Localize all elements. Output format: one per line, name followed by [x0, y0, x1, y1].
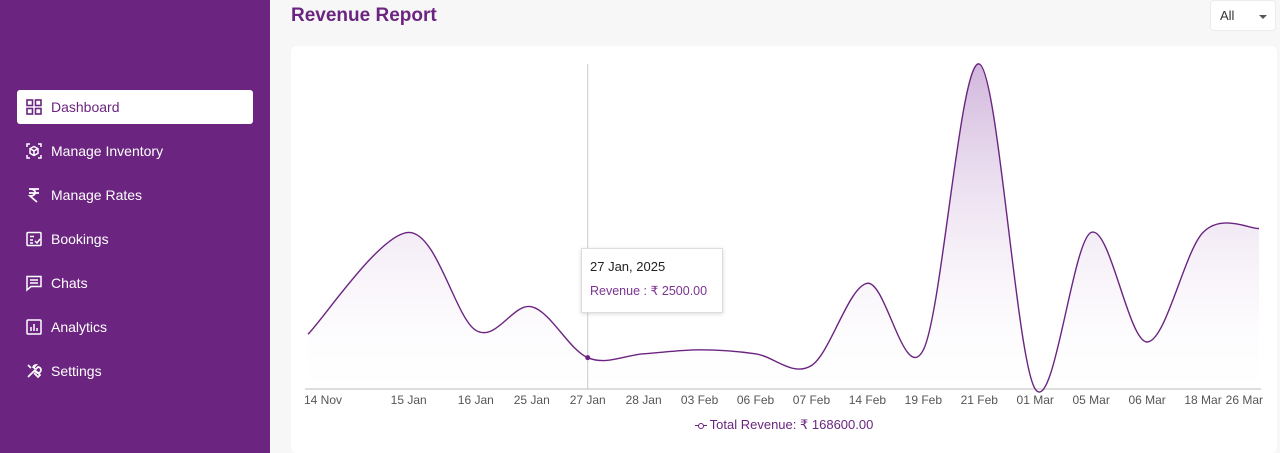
x-tick-label: 14 Nov	[304, 393, 342, 407]
sidebar-item-label: Chats	[51, 275, 88, 291]
filter-selected-value: All	[1220, 8, 1235, 23]
x-tick-label: 27 Jan	[570, 393, 606, 407]
sidebar-item-manage-inventory[interactable]: Manage Inventory	[17, 134, 253, 168]
sidebar: Dashboard Manage Inventory Manage Rates …	[0, 0, 270, 453]
x-tick-label: 25 Jan	[514, 393, 550, 407]
x-tick-label: 21 Feb	[961, 393, 999, 407]
x-tick-label: 03 Feb	[681, 393, 719, 407]
legend-label: Total Revenue: ₹ 168600.00	[709, 417, 874, 432]
highlight-point	[585, 355, 591, 361]
tools-icon	[25, 362, 43, 380]
sidebar-item-chats[interactable]: Chats	[17, 266, 253, 300]
sidebar-item-manage-rates[interactable]: Manage Rates	[17, 178, 253, 212]
sidebar-item-settings[interactable]: Settings	[17, 354, 253, 388]
tooltip-revenue: Revenue : ₹ 2500.00	[590, 284, 708, 298]
inventory-icon	[25, 142, 43, 160]
x-tick-label: 07 Feb	[793, 393, 831, 407]
sidebar-item-label: Settings	[51, 363, 102, 379]
rupee-icon	[25, 186, 43, 204]
tooltip-date: 27 Jan, 2025	[590, 259, 666, 274]
x-tick-label: 05 Mar	[1072, 393, 1109, 407]
revenue-chart: 14 Nov 15 Jan 16 Jan 25 Jan 27 Jan 28 Jan 03 F…	[304, 63, 1263, 407]
x-tick-label: 18 Mar	[1184, 393, 1221, 407]
page-title: Revenue Report	[291, 5, 437, 26]
x-tick-label: 16 Jan	[458, 393, 494, 407]
sidebar-item-label: Analytics	[51, 319, 108, 335]
x-tick-label: 06 Feb	[737, 393, 775, 407]
chart-tooltip: 27 Jan, 2025 Revenue : ₹ 2500.00	[581, 248, 723, 313]
chat-icon	[25, 274, 43, 292]
sidebar-item-label: Dashboard	[51, 99, 120, 115]
series-line-total-revenue	[307, 63, 1260, 393]
analytics-icon	[25, 318, 43, 336]
legend-marker-icon	[694, 422, 707, 429]
sidebar-nav: Dashboard Manage Inventory Manage Rates …	[17, 90, 253, 398]
bookings-icon	[25, 230, 43, 248]
revenue-chart-card: 14 Nov 15 Jan 16 Jan 25 Jan 27 Jan 28 Jan 03 F…	[291, 46, 1277, 453]
x-tick-label: 14 Feb	[849, 393, 887, 407]
sidebar-item-dashboard[interactable]: Dashboard	[17, 90, 253, 124]
sidebar-item-label: Manage Inventory	[51, 143, 164, 159]
x-tick-label: 19 Feb	[905, 393, 943, 407]
chart-legend[interactable]: Total Revenue: ₹ 168600.00	[291, 417, 1277, 433]
chevron-down-icon	[1259, 15, 1267, 19]
sidebar-item-label: Manage Rates	[51, 187, 143, 203]
period-filter-select[interactable]: All	[1210, 0, 1276, 31]
sidebar-item-bookings[interactable]: Bookings	[17, 222, 253, 256]
dashboard-icon	[25, 98, 43, 116]
sidebar-item-label: Bookings	[51, 231, 109, 247]
x-tick-label: 01 Mar	[1017, 393, 1054, 407]
x-tick-label: 06 Mar	[1128, 393, 1165, 407]
sidebar-item-analytics[interactable]: Analytics	[17, 310, 253, 344]
x-tick-label: 15 Jan	[391, 393, 427, 407]
x-tick-label: 28 Jan	[626, 393, 662, 407]
series-area-fill	[308, 63, 1259, 393]
x-tick-label: 26 Mar	[1226, 393, 1263, 407]
